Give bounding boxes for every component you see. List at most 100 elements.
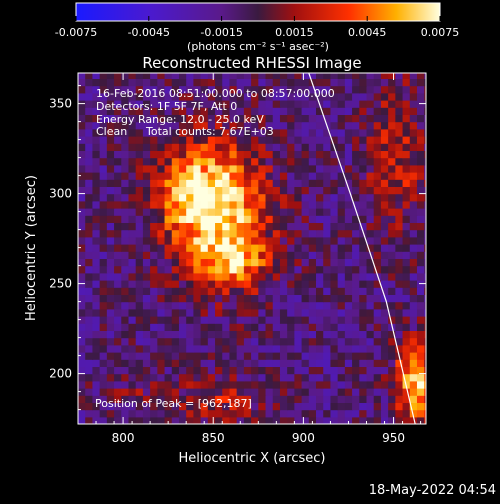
heatmap-cell	[344, 215, 353, 223]
heatmap-cell	[121, 78, 130, 87]
heatmap-cell	[229, 395, 238, 403]
heatmap-cell	[251, 164, 259, 173]
heatmap-cell	[85, 229, 94, 238]
heatmap-cell	[395, 193, 404, 202]
heatmap-cell	[424, 301, 426, 310]
heatmap-cell	[380, 337, 389, 346]
heatmap-cell	[308, 323, 317, 331]
heatmap-cell	[171, 301, 180, 310]
heatmap-cell	[171, 373, 180, 382]
heatmap-cell	[236, 258, 245, 267]
heatmap-cell	[99, 409, 108, 418]
heatmap-cell	[316, 258, 324, 267]
heatmap-cell	[409, 359, 418, 367]
heatmap-cell	[395, 164, 404, 173]
heatmap-cell	[186, 85, 194, 94]
heatmap-cell	[78, 316, 86, 324]
heatmap-cell	[186, 186, 194, 195]
heatmap-cell	[366, 78, 375, 87]
heatmap-cell	[178, 157, 187, 166]
heatmap-cell	[207, 380, 216, 389]
heatmap-cell	[294, 114, 303, 123]
heatmap-cell	[99, 92, 108, 101]
heatmap-cell	[200, 359, 209, 367]
heatmap-cell	[92, 373, 101, 382]
heatmap-cell	[380, 373, 389, 382]
heatmap-cell	[294, 402, 303, 411]
heatmap-cell	[395, 366, 404, 375]
heatmap-cell	[337, 222, 346, 231]
heatmap-cell	[171, 179, 180, 187]
heatmap-cell	[395, 121, 404, 130]
heatmap-cell	[272, 352, 281, 360]
heatmap-cell	[402, 150, 411, 159]
heatmap-cell	[344, 172, 353, 180]
heatmap-cell	[366, 215, 375, 223]
heatmap-cell	[294, 308, 303, 317]
heatmap-cell	[135, 215, 144, 223]
heatmap-cell	[171, 186, 180, 195]
heatmap-cell	[150, 150, 158, 159]
heatmap-cell	[424, 172, 426, 180]
heatmap-cell	[171, 73, 180, 79]
heatmap-cell	[409, 208, 418, 216]
heatmap-cell	[316, 323, 324, 331]
heatmap-cell	[215, 157, 223, 166]
heatmap-cell	[128, 344, 137, 353]
heatmap-cell	[287, 107, 295, 115]
heatmap-cell	[323, 208, 332, 216]
heatmap-cell	[279, 316, 288, 324]
heatmap-cell	[265, 193, 274, 202]
heatmap-cell	[157, 409, 166, 418]
heatmap-cell	[157, 78, 166, 87]
heatmap-cell	[142, 402, 151, 411]
heatmap-cell	[352, 301, 360, 310]
heatmap-cell	[243, 128, 252, 137]
heatmap-cell	[200, 100, 209, 108]
heatmap-cell	[316, 330, 324, 339]
heatmap-cell	[388, 402, 396, 411]
heatmap-cell	[251, 287, 259, 295]
heatmap-cell	[215, 258, 223, 267]
heatmap-cell	[178, 78, 187, 87]
heatmap-cell	[287, 272, 295, 281]
heatmap-cell	[142, 265, 151, 274]
heatmap-cell	[229, 402, 238, 411]
heatmap-cell	[409, 244, 418, 252]
heatmap-cell	[294, 215, 303, 223]
heatmap-cell	[395, 200, 404, 209]
heatmap-cell	[178, 366, 187, 375]
heatmap-cell	[92, 294, 101, 303]
heatmap-cell	[229, 186, 238, 195]
heatmap-cell	[272, 229, 281, 238]
heatmap-cell	[106, 294, 115, 303]
heatmap-cell	[114, 316, 122, 324]
heatmap-cell	[135, 380, 144, 389]
heatmap-cell	[352, 359, 360, 367]
heatmap-cell	[352, 337, 360, 346]
heatmap-cell	[121, 136, 130, 144]
heatmap-cell	[330, 330, 339, 339]
heatmap-cell	[258, 92, 267, 101]
heatmap-cell	[258, 294, 267, 303]
heatmap-cell	[424, 380, 426, 389]
heatmap-cell	[366, 157, 375, 166]
heatmap-cell	[128, 143, 137, 151]
heatmap-cell	[388, 337, 396, 346]
heatmap-cell	[258, 308, 267, 317]
heatmap-cell	[287, 416, 295, 424]
heatmap-cell	[352, 272, 360, 281]
heatmap-cell	[424, 143, 426, 151]
heatmap-cell	[337, 143, 346, 151]
heatmap-cell	[135, 359, 144, 367]
heatmap-cell	[85, 416, 94, 424]
heatmap-cell	[215, 244, 223, 252]
heatmap-cell	[142, 316, 151, 324]
heatmap-cell	[366, 380, 375, 389]
heatmap-cell	[265, 265, 274, 274]
heatmap-cell	[308, 416, 317, 424]
heatmap-cell	[337, 373, 346, 382]
heatmap-cell	[316, 136, 324, 144]
heatmap-cell	[287, 136, 295, 144]
heatmap-cell	[243, 308, 252, 317]
